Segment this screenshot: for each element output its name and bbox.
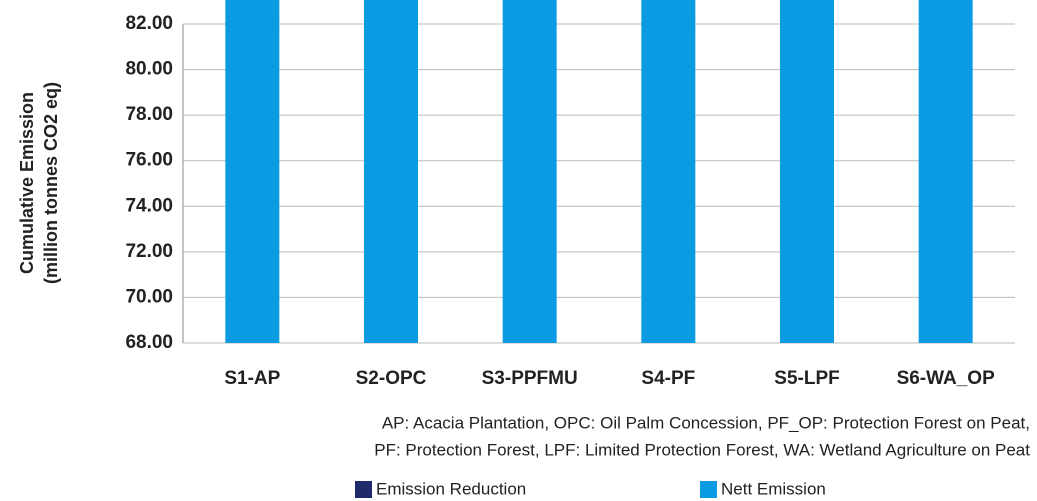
y-tick-label: 76.00 (125, 150, 173, 171)
x-tick-label: S4-PF (641, 368, 695, 389)
note: PF: Protection Forest, LPF: Limited Prot… (374, 440, 1030, 459)
x-tick-label: S3-PPFMU (482, 368, 578, 389)
y-axis-label: Cumulative Emission (17, 92, 37, 274)
legend-swatch (355, 481, 372, 498)
bar-segment (918, 0, 973, 343)
x-tick-label: S6-WA_OP (897, 368, 996, 389)
y-axis-label: (million tonnes CO2 eq) (41, 82, 61, 284)
y-tick-label: 68.00 (125, 332, 173, 353)
y-tick-label: 74.00 (125, 195, 173, 216)
y-tick-label: 72.00 (125, 241, 173, 262)
bar-segment (780, 0, 834, 343)
bar-segment (641, 0, 696, 343)
legend-swatch (700, 481, 717, 498)
bar-segment (225, 0, 280, 343)
bar-segment (364, 0, 418, 343)
x-tick-label: S5-LPF (774, 368, 839, 389)
note: AP: Acacia Plantation, OPC: Oil Palm Con… (382, 413, 1030, 432)
legend-label: Emission Reduction (376, 479, 526, 498)
y-tick-label: 78.00 (125, 104, 173, 125)
y-tick-label: 82.00 (125, 13, 173, 34)
x-tick-label: S2-OPC (356, 368, 427, 389)
x-tick-label: S1-AP (224, 368, 280, 389)
bar-segment (502, 0, 557, 343)
y-tick-label: 70.00 (125, 286, 173, 307)
y-tick-label: 80.00 (125, 59, 173, 80)
legend-label: Nett Emission (721, 479, 826, 498)
